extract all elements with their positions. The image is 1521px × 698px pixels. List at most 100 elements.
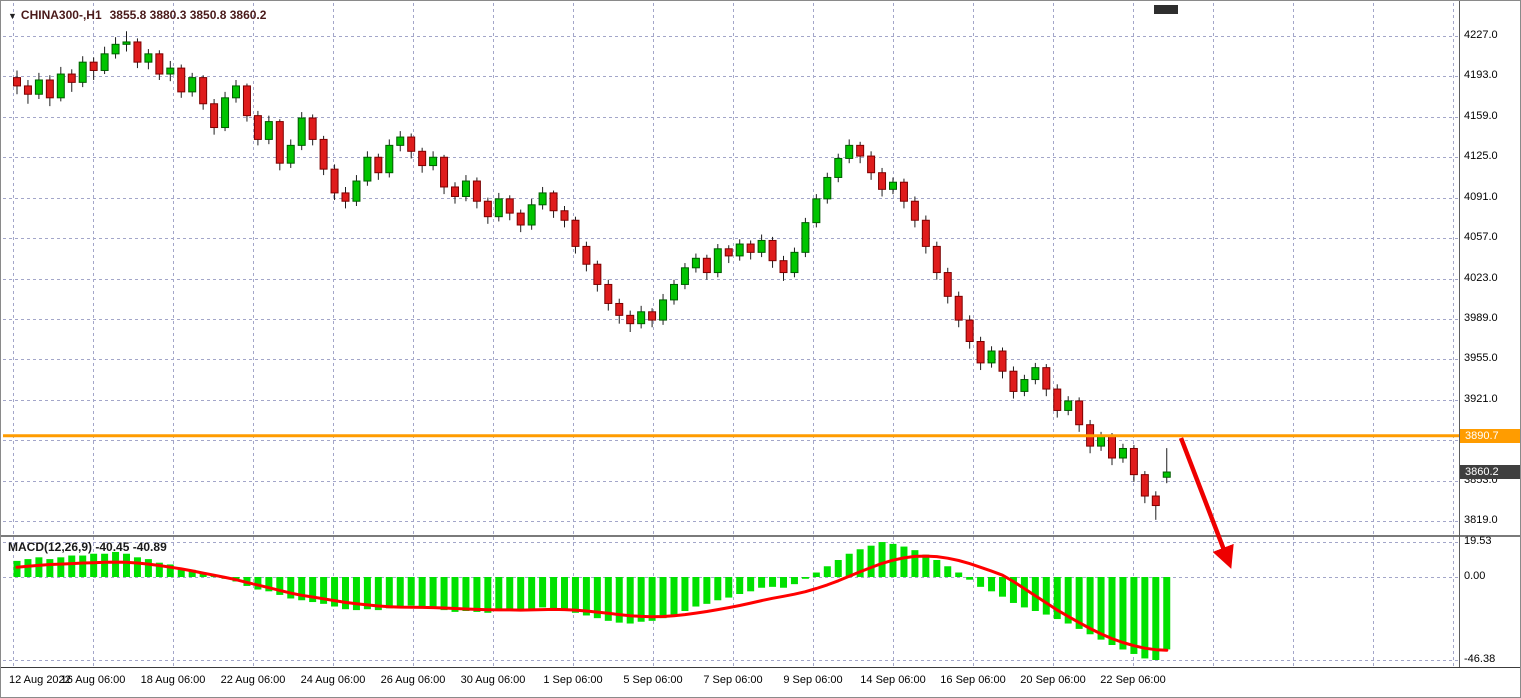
macd-histogram-bar [1064, 577, 1072, 624]
macd-histogram-bar [484, 577, 492, 613]
macd-histogram-bar [199, 573, 207, 577]
macd-histogram-bar [1130, 577, 1138, 654]
candle-down [440, 156, 449, 188]
candle-down [330, 168, 339, 194]
candle-up [461, 180, 470, 197]
candle-up [834, 157, 843, 178]
candle-down [856, 144, 865, 157]
candle-up [264, 121, 273, 140]
macd-histogram-bar [429, 577, 437, 609]
macd-histogram-bar [878, 542, 886, 577]
axis-tick-label: 5 Sep 06:00 [623, 674, 683, 686]
candle-down [210, 103, 219, 129]
candle-down [746, 243, 755, 253]
macd-histogram-bar [506, 577, 514, 611]
macd-histogram-bar [725, 577, 733, 598]
macd-histogram-bar [418, 577, 426, 608]
candle-up [396, 136, 405, 146]
macd-histogram-bar [648, 577, 656, 621]
macd-histogram-bar [615, 577, 623, 623]
candle-up [166, 67, 175, 75]
macd-histogram-bar [123, 553, 130, 577]
candle-down [341, 192, 350, 202]
axis-tick-label: 18 Aug 06:00 [140, 674, 206, 686]
axis-tick-label: 22 Aug 06:00 [220, 674, 286, 686]
macd-histogram-bar [812, 572, 820, 577]
candle-down [615, 302, 624, 316]
candle-up [1031, 367, 1040, 381]
macd-histogram-bar [46, 559, 54, 577]
macd-histogram-bar [801, 577, 809, 579]
macd-histogram-bar [758, 577, 766, 588]
candle-down [768, 239, 777, 262]
candle-up [221, 97, 230, 129]
macd-histogram-bar [90, 553, 98, 577]
macd-histogram-bar [451, 577, 459, 612]
macd-histogram-bar [539, 577, 547, 608]
candle-up [34, 79, 43, 95]
axis-tick-label: 22 Sep 06:00 [1100, 674, 1166, 686]
macd-histogram-bar [1086, 577, 1094, 635]
candle-down [965, 319, 974, 343]
candle-down [177, 67, 186, 93]
candle-up [188, 77, 197, 93]
time-axis-separator [1, 667, 1520, 668]
macd-histogram-bar [331, 577, 339, 607]
macd-histogram-bar [561, 577, 568, 611]
candle-down [582, 245, 591, 265]
candle-down [560, 210, 569, 221]
candle-up [735, 243, 744, 257]
macd-histogram-bar [856, 549, 864, 577]
macd-histogram-bar [834, 559, 842, 577]
macd-signal-line [15, 554, 1169, 652]
macd-histogram-bar [24, 559, 32, 577]
candle-up [429, 156, 438, 167]
pane-divider[interactable] [1, 535, 1520, 537]
candle-down [943, 272, 952, 297]
candle-down [1009, 370, 1018, 392]
macd-histogram-bar [593, 577, 601, 619]
candle-up [1064, 400, 1073, 411]
candle-up [385, 144, 394, 174]
horizontal-line-price-badge: 3890.7 [1460, 429, 1520, 443]
candle-up [1020, 379, 1029, 392]
macd-histogram-bar [681, 577, 689, 612]
candle-up [78, 61, 87, 83]
candle-down [954, 295, 963, 321]
candle-down [199, 77, 208, 105]
candle-up [1118, 447, 1127, 459]
candle-down [1140, 474, 1149, 497]
macd-histogram-bar [1075, 577, 1083, 629]
axis-tick-label: 30 Aug 06:00 [460, 674, 526, 686]
symbol-dropdown-icon[interactable]: ▼ [8, 11, 17, 21]
macd-histogram-bar [396, 577, 404, 607]
price-chart-canvas[interactable] [1, 1, 1521, 537]
macd-histogram-bar [604, 577, 612, 621]
macd-histogram-bar [144, 559, 152, 577]
candle-up [987, 350, 996, 364]
candle-up [538, 192, 547, 206]
macd-histogram-bar [101, 553, 109, 577]
candle-up [757, 239, 766, 253]
candle-down [702, 257, 711, 274]
macd-chart-canvas[interactable] [1, 537, 1521, 667]
candle-down [899, 181, 908, 202]
macd-histogram-bar [736, 577, 744, 595]
macd-histogram-bar [462, 577, 470, 612]
candle-down [319, 138, 328, 170]
candle-up [637, 311, 646, 325]
candle-up [823, 176, 832, 200]
candle-up [889, 181, 897, 190]
macd-histogram-bar [1009, 577, 1017, 603]
chart-shift-marker[interactable] [1154, 5, 1178, 14]
candle-down [878, 172, 887, 190]
axis-tick-label: 16 Sep 06:00 [940, 674, 1006, 686]
macd-histogram-bar [320, 577, 328, 604]
candle-down [867, 155, 876, 174]
macd-histogram-bar [911, 550, 919, 577]
macd-histogram-bar [867, 545, 875, 577]
candle-down [604, 283, 613, 304]
macd-histogram-bar [1031, 577, 1039, 612]
macd-histogram-bar [57, 557, 65, 577]
